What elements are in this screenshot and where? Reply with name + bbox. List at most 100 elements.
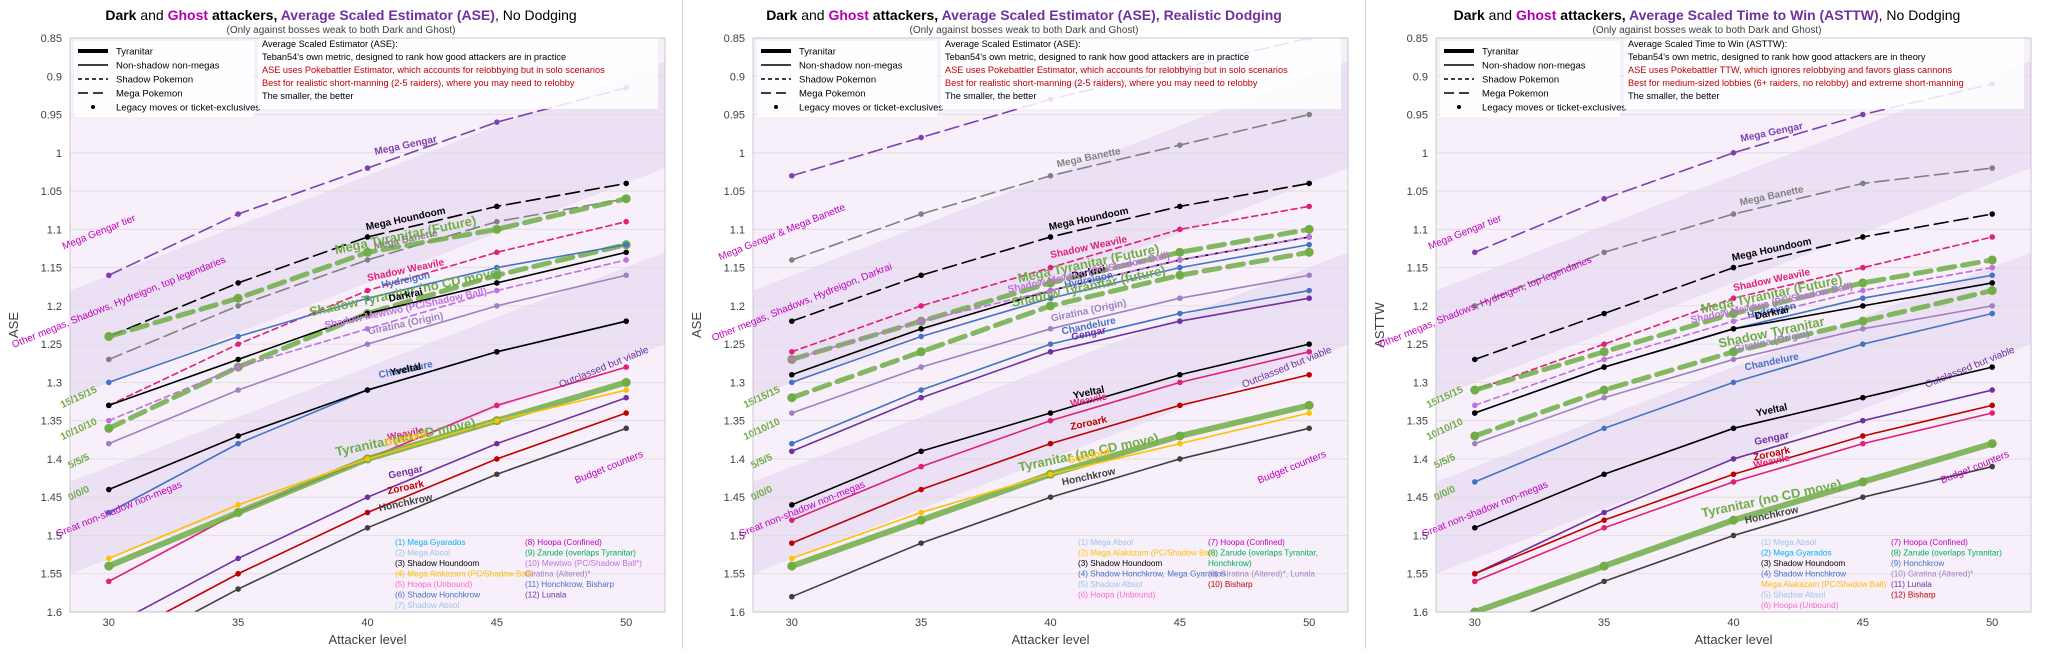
footnote-item: (3) Shadow Houndoom (395, 559, 479, 568)
data-point (1047, 287, 1054, 294)
note-line: ASE uses Pokebattler Estimator, which ac… (262, 65, 605, 75)
note-line: Teban54's own metric, designed to rank h… (945, 52, 1249, 62)
data-point (789, 555, 795, 562)
data-point (1306, 371, 1312, 378)
footnote-item: (6) Shadow Honchkrow (395, 591, 480, 600)
data-point (1047, 417, 1054, 424)
data-point (918, 509, 924, 516)
y-tick-label: 1.25 (724, 339, 745, 351)
data-point (1472, 440, 1478, 447)
chart-panel-2: 0.85 0.9 0.95 1 1.05 1.1 1.15 1.2 1.25 1.3 1.35 1.4… (683, 0, 1366, 649)
legend-label: Shadow Pokemon (1482, 75, 1559, 86)
data-point (789, 348, 795, 355)
data-point (918, 448, 924, 455)
data-point (1987, 439, 1997, 449)
data-point (1175, 431, 1185, 441)
data-point (1730, 211, 1737, 217)
title-part: Dark (105, 7, 136, 23)
chart-panel-3: 0.85 0.9 0.95 1 1.05 1.1 1.15 1.2 1.25 1.3 1.35 1.4… (1366, 0, 2048, 649)
data-point (1177, 226, 1183, 233)
series-line (1474, 167, 1993, 307)
series-line (106, 242, 629, 431)
data-point (235, 570, 241, 577)
title-part: attackers, (208, 7, 281, 23)
data-point (104, 331, 114, 341)
data-point (1860, 234, 1866, 240)
title-part: and (797, 7, 828, 23)
data-point (918, 272, 924, 279)
y-tick-label: 1.3 (1413, 377, 1428, 389)
data-point (233, 508, 243, 518)
data-point (1306, 272, 1312, 279)
data-point (918, 486, 924, 493)
footnote-item: (10) Giratina (Altered)* (1891, 570, 1974, 579)
y-tick-label: 0.9 (1413, 71, 1428, 83)
data-point (106, 272, 112, 279)
data-point (789, 379, 795, 386)
footnote-item: (5) Shadow Absol (1078, 580, 1142, 589)
legend-label: Mega Pokemon (799, 89, 866, 100)
data-point (235, 356, 241, 363)
y-tick-label: 1.35 (41, 416, 62, 428)
data-point (364, 310, 371, 317)
x-tick-label: 45 (1857, 617, 1869, 629)
data-point (494, 402, 500, 409)
x-axis-title: Attacker level (1694, 632, 1772, 647)
title-part: Average Scaled Time to Win (ASTTW) (1629, 7, 1879, 23)
x-tick-label: 40 (1727, 617, 1739, 629)
data-point (1601, 341, 1607, 347)
footnote-item: (4) Shadow Honchkrow (1761, 570, 1846, 579)
data-point (1858, 316, 1868, 326)
data-point (235, 586, 241, 592)
chart-title: Dark and Ghost attackers, Average Scaled… (105, 7, 576, 23)
footnote-item: (2) Mega Gyarados (1761, 549, 1832, 558)
data-point (1046, 301, 1055, 311)
legend-label: Tyranitar (116, 47, 153, 58)
footnote-item: (2) Mega Alakazam (PC/Shadow Ball) (1078, 549, 1216, 558)
note-line: Best for realistic short-manning (2-5 ra… (945, 78, 1258, 88)
title-part: attackers, (1556, 7, 1629, 23)
data-point (1306, 203, 1312, 210)
data-point (621, 377, 631, 387)
data-point (1047, 295, 1054, 302)
legend-label: Mega Pokemon (1482, 89, 1549, 100)
legend-label: Tyranitar (799, 47, 836, 58)
legend-swatch (774, 105, 778, 109)
data-point (1860, 417, 1866, 424)
tier-band (1436, 252, 2031, 574)
data-point (235, 211, 241, 217)
y-tick-label: 1.5 (730, 530, 745, 542)
data-point (1989, 264, 1995, 271)
footnote-item: (1) Mega Gyarados (395, 538, 466, 547)
data-point (104, 423, 114, 433)
y-tick-label: 1.1 (1413, 224, 1428, 236)
data-point (494, 471, 500, 478)
data-point (1470, 607, 1480, 612)
data-point (623, 180, 629, 187)
data-point (1729, 347, 1738, 357)
notes-box (941, 37, 1341, 109)
data-point (1177, 264, 1183, 271)
note-line: Average Scaled Time to Win (ASTTW): (1628, 39, 1787, 49)
legend-label: Non-shadow non-megas (799, 61, 903, 72)
data-point (623, 218, 629, 225)
data-point (1599, 347, 1609, 357)
series-line (108, 182, 627, 338)
data-point (918, 394, 924, 401)
footnote-item: (5) Hoopa (Unbound) (395, 580, 473, 589)
footnote-item: (8) Hoopa (Confined) (525, 538, 602, 547)
series-line (791, 236, 1310, 361)
data-point (1472, 303, 1478, 309)
asttw-no-dodging-chart: 0.85 0.9 0.95 1 1.05 1.1 1.15 1.2 1.25 1.3 1.35 1.4… (1372, 7, 2032, 647)
x-tick-label: 50 (1986, 617, 1998, 629)
data-point (1047, 326, 1054, 332)
data-point (1860, 180, 1866, 187)
data-point (364, 234, 371, 240)
data-point (364, 456, 371, 462)
plot-border (1435, 37, 2032, 613)
data-point (1470, 431, 1480, 441)
data-point (1730, 456, 1737, 462)
data-point (1730, 150, 1737, 156)
data-point (235, 341, 241, 347)
data-point (1860, 287, 1866, 294)
